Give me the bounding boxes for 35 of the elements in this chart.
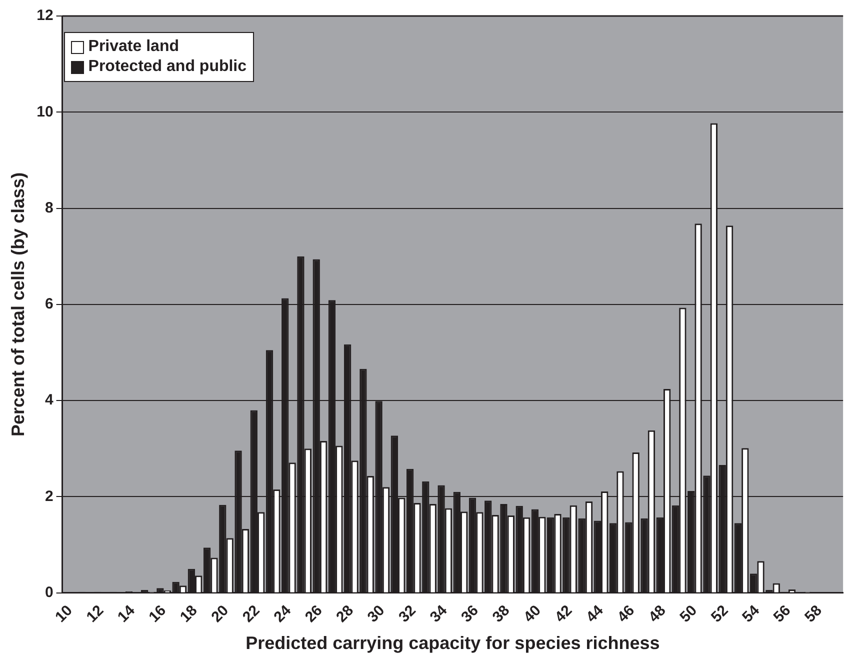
x-tick-label: 14 bbox=[114, 602, 139, 626]
x-tick-label: 32 bbox=[396, 602, 420, 626]
y-tick-label: 4 bbox=[44, 392, 54, 409]
x-tick-label: 50 bbox=[676, 602, 700, 626]
x-tick-label: 22 bbox=[239, 602, 264, 626]
y-axis-title: Percent of total cells (by class) bbox=[8, 172, 28, 436]
x-tick-label: 30 bbox=[364, 602, 388, 626]
legend-label: Private land bbox=[88, 38, 179, 56]
x-tick-label: 46 bbox=[614, 602, 638, 626]
x-tick-label: 20 bbox=[208, 602, 232, 626]
x-tick-label: 58 bbox=[802, 602, 826, 626]
x-tick-label: 52 bbox=[708, 602, 732, 626]
x-tick-label: 36 bbox=[458, 602, 482, 626]
x-tick-label: 48 bbox=[645, 602, 670, 626]
x-tick-label: 44 bbox=[582, 602, 608, 626]
x-tick-label: 54 bbox=[739, 602, 764, 626]
x-tick-label: 40 bbox=[520, 602, 544, 626]
y-tick-label: 2 bbox=[44, 488, 54, 505]
y-tick-label: 8 bbox=[44, 199, 54, 216]
x-tick-label: 12 bbox=[83, 602, 108, 626]
x-tick-label: 24 bbox=[270, 602, 295, 626]
y-tick-label: 12 bbox=[36, 7, 54, 24]
legend-label: Protected and public bbox=[88, 58, 247, 76]
x-tick-label: 18 bbox=[176, 602, 201, 626]
x-axis-title: Predicted carrying capacity for species richness bbox=[246, 633, 660, 654]
y-tick-label: 10 bbox=[36, 103, 54, 120]
x-tick-label: 26 bbox=[302, 602, 326, 626]
x-tick-label: 56 bbox=[770, 602, 794, 626]
x-tick-label: 16 bbox=[146, 602, 170, 626]
y-tick-label: 6 bbox=[44, 296, 54, 313]
x-tick-label: 28 bbox=[333, 602, 357, 626]
y-tick-label: 0 bbox=[44, 584, 54, 602]
x-tick-label: 38 bbox=[489, 602, 514, 626]
x-tick-label: 34 bbox=[426, 602, 452, 626]
x-tick-label: 42 bbox=[552, 602, 576, 626]
